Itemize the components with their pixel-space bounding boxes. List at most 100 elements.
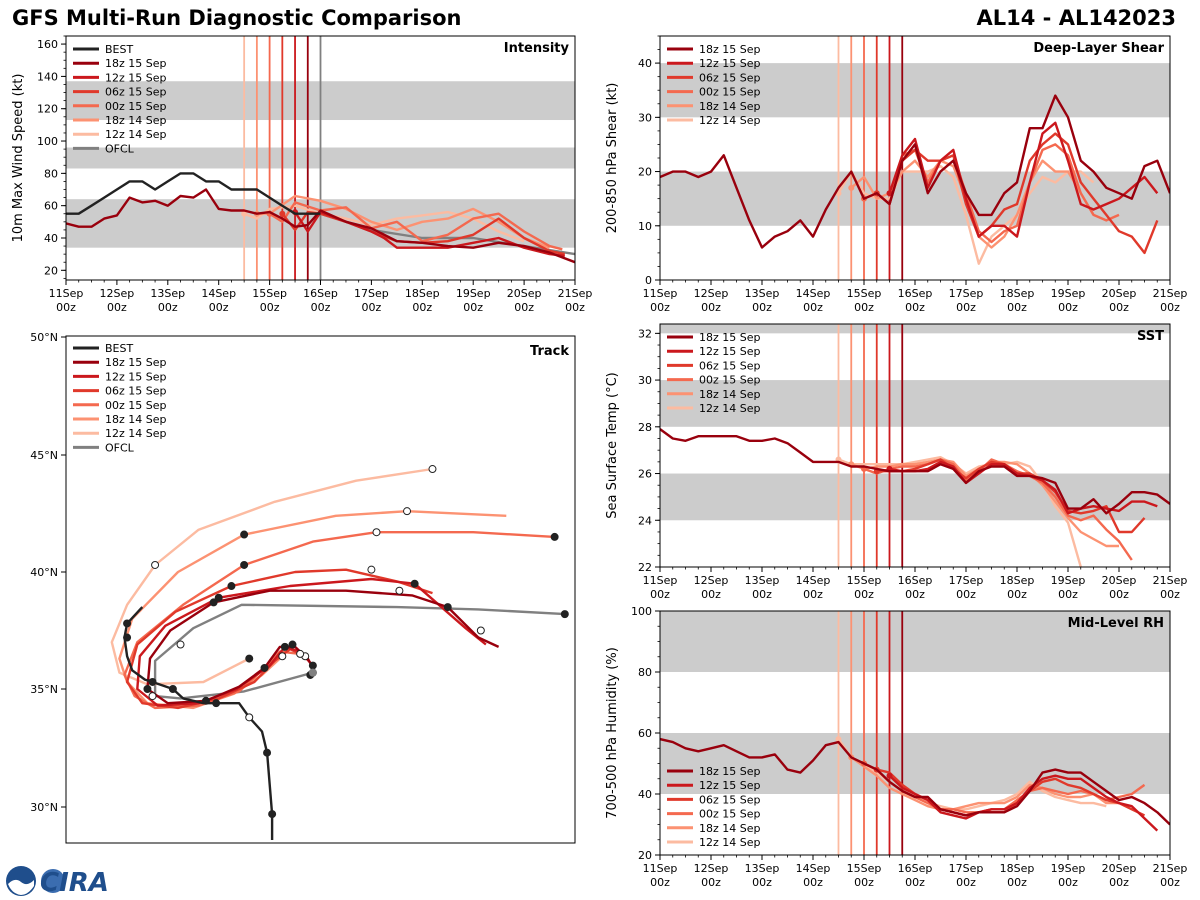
legend-label-00z-15-sep: 00z 15 Sep xyxy=(105,100,167,113)
sst-series-18z-15-sep xyxy=(660,428,1170,515)
intensity-xtick-label: 12Sep xyxy=(100,287,135,300)
sst-xtick-sublabel: 00z xyxy=(854,588,874,601)
track-series-ofcl xyxy=(153,603,565,700)
track-point-12z-15-sep xyxy=(280,642,289,651)
shear-init-point-18z-14-sep xyxy=(848,184,855,191)
track-point-18z-15-sep xyxy=(209,598,218,607)
rh-init-point-12z-15-sep xyxy=(886,772,893,779)
track-point-18z-15-sep xyxy=(143,685,152,693)
rh-xtick-sublabel: 00z xyxy=(956,876,976,889)
rh-ytick-label: 40 xyxy=(638,788,652,801)
shear-xtick-sublabel: 00z xyxy=(1007,301,1027,314)
track-point-18z-15-sep xyxy=(288,640,297,649)
shear-xtick-label: 11Sep xyxy=(643,287,678,300)
shear-ytick-label: 30 xyxy=(638,111,652,124)
legend-label-12z-14-sep: 12z 14 Sep xyxy=(105,128,167,141)
legend-label-ofcl: OFCL xyxy=(105,441,135,454)
shear-xtick-label: 12Sep xyxy=(694,287,729,300)
sst-ytick-label: 30 xyxy=(638,374,652,387)
sst-xtick-label: 12Sep xyxy=(694,574,729,587)
sst-ytick-label: 22 xyxy=(638,561,652,574)
sst-xtick-sublabel: 00z xyxy=(905,588,925,601)
storm-id-title: AL14 - AL142023 xyxy=(976,6,1177,30)
sst-xtick-label: 11Sep xyxy=(643,574,678,587)
intensity-xtick-sublabel: 00z xyxy=(463,301,483,314)
intensity-xtick-sublabel: 00z xyxy=(158,301,178,314)
rh-xtick-sublabel: 00z xyxy=(1058,876,1078,889)
legend-label-12z-15-sep: 12z 15 Sep xyxy=(105,71,167,84)
rh-xtick-sublabel: 00z xyxy=(650,876,670,889)
track-frame xyxy=(65,335,576,844)
intensity-xtick-label: 21Sep xyxy=(558,287,593,300)
rh-xtick-label: 15Sep xyxy=(847,862,882,875)
shear-xtick-label: 17Sep xyxy=(949,287,984,300)
noaa-wave-icon xyxy=(8,879,34,895)
rh-ytick-label: 80 xyxy=(638,666,652,679)
rh-xtick-label: 13Sep xyxy=(745,862,780,875)
shear-ytick-label: 20 xyxy=(638,166,652,179)
sst-xtick-label: 21Sep xyxy=(1153,574,1188,587)
sst-xtick-sublabel: 00z xyxy=(956,588,976,601)
track-point-18z-14-sep xyxy=(278,652,287,661)
intensity-panel: 2040608010012014016011Sep00z12Sep00z13Se… xyxy=(11,35,593,314)
sst-ytick-label: 26 xyxy=(638,468,652,481)
track-point-12z-15-sep xyxy=(214,593,223,602)
track-point-12z-15-sep xyxy=(476,626,485,635)
intensity-series-00z-15-sep xyxy=(268,201,563,251)
track-series-best xyxy=(123,606,274,840)
rh-title: Mid-Level RH xyxy=(1068,616,1164,631)
sst-xtick-label: 16Sep xyxy=(898,574,933,587)
track-series-12z-15-sep xyxy=(136,577,487,707)
sst-xtick-sublabel: 00z xyxy=(701,588,721,601)
legend-label-12z-15-sep: 12z 15 Sep xyxy=(699,345,761,358)
shear-title: Deep-Layer Shear xyxy=(1033,41,1164,56)
track-point-12z-14-sep xyxy=(245,654,254,663)
intensity-xtick-sublabel: 00z xyxy=(56,301,76,314)
track-plot-area xyxy=(66,336,575,843)
track-point-18z-15-sep xyxy=(201,696,210,705)
shear-ylabel: 200-850 hPa Shear (kt) xyxy=(605,83,620,234)
intensity-plot-area xyxy=(66,36,575,280)
legend-label-18z-15-sep: 18z 15 Sep xyxy=(699,331,761,344)
legend-label-18z-14-sep: 18z 14 Sep xyxy=(699,822,761,835)
shear-shade-band xyxy=(660,63,1170,118)
legend-label-best: BEST xyxy=(105,43,133,56)
legend-label-18z-15-sep: 18z 15 Sep xyxy=(699,43,761,56)
rh-panel: 2040608010011Sep00z12Sep00z13Sep00z14Sep… xyxy=(605,605,1187,889)
shear-xtick-sublabel: 00z xyxy=(905,301,925,314)
intensity-ylabel: 10m Max Wind Speed (kt) xyxy=(11,74,26,243)
shear-init-point-12z-15-sep xyxy=(886,190,893,197)
intensity-xtick-label: 19Sep xyxy=(456,287,491,300)
intensity-xtick-sublabel: 00z xyxy=(412,301,432,314)
intensity-xtick-label: 17Sep xyxy=(354,287,389,300)
intensity-ytick-label: 120 xyxy=(37,103,58,116)
shear-xtick-sublabel: 00z xyxy=(1160,301,1180,314)
track-point-12z-15-sep xyxy=(308,661,317,670)
track-point-18z-15-sep xyxy=(443,603,452,612)
sst-xtick-label: 17Sep xyxy=(949,574,984,587)
intensity-xtick-label: 15Sep xyxy=(252,287,287,300)
shear-xtick-label: 18Sep xyxy=(1000,287,1035,300)
legend-label-00z-15-sep: 00z 15 Sep xyxy=(699,86,761,99)
shear-xtick-label: 21Sep xyxy=(1153,287,1188,300)
sst-shade-band xyxy=(660,324,1170,334)
rh-ylabel: 700-500 hPa Humidity (%) xyxy=(605,647,620,819)
track-ytick-label: 45°N xyxy=(30,449,58,462)
intensity-ytick-label: 160 xyxy=(37,38,58,51)
track-point-best xyxy=(212,699,221,708)
shear-xtick-sublabel: 00z xyxy=(956,301,976,314)
sst-shade-band xyxy=(660,380,1170,427)
intensity-xtick-sublabel: 00z xyxy=(311,301,331,314)
shear-xtick-sublabel: 00z xyxy=(701,301,721,314)
sst-xtick-sublabel: 00z xyxy=(752,588,772,601)
rh-shade-band xyxy=(660,611,1170,672)
legend-label-06z-15-sep: 06z 15 Sep xyxy=(105,86,167,99)
rh-xtick-label: 21Sep xyxy=(1153,862,1188,875)
legend-label-12z-14-sep: 12z 14 Sep xyxy=(699,836,761,849)
intensity-xtick-sublabel: 00z xyxy=(260,301,280,314)
page-title: GFS Multi-Run Diagnostic Comparison xyxy=(12,6,462,30)
rh-xtick-label: 18Sep xyxy=(1000,862,1035,875)
shear-ytick-label: 0 xyxy=(645,274,652,287)
track-current-position xyxy=(308,668,317,677)
